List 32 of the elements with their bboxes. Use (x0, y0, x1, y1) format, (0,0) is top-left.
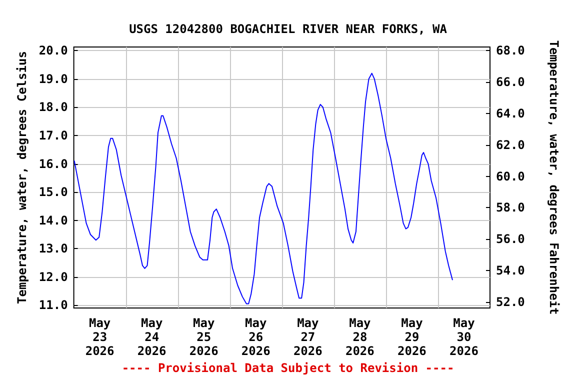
y-tick-label: 18.0 (38, 100, 68, 114)
y2-tick-label: 64.0 (496, 106, 525, 120)
y2-tick-label: 52.0 (496, 295, 525, 310)
y-tick-label: 15.0 (38, 185, 68, 200)
y-tick-label: 11.0 (38, 298, 68, 312)
y-tick-label: 12.0 (38, 270, 68, 284)
chart-title: USGS 12042800 BOGACHIEL RIVER NEAR FORKS, WA (129, 22, 448, 36)
y2-tick-label: 56.0 (496, 232, 525, 246)
y-tick-label: 17.0 (38, 128, 68, 143)
x-tick-label: May 29 2026 (398, 316, 426, 358)
y2-tick-label: 58.0 (496, 200, 525, 215)
x-tick-label: May 27 2026 (293, 316, 322, 358)
line-series (74, 72, 453, 304)
x-tick-label: May 25 2026 (189, 316, 218, 358)
y-axis-title: Temperature, water, degrees Celsius (15, 51, 29, 304)
x-tick-label: May 26 2026 (241, 316, 270, 358)
y2-tick-label: 62.0 (496, 138, 525, 152)
x-tick-label: May 23 2026 (85, 316, 114, 358)
x-tick-label: May 24 2026 (137, 316, 166, 358)
y2-tick-label: 66.0 (496, 75, 525, 90)
y2-tick-label: 60.0 (496, 169, 525, 184)
y-tick-label: 14.0 (38, 213, 68, 228)
text: ---- Provisional Data Subject to Revision ---- (122, 361, 454, 375)
y-tick-label: 13.0 (38, 242, 68, 256)
y2-tick-label: 68.0 (496, 44, 525, 58)
y2-axis-title: Temperature, water, degrees Fahrenheit (547, 40, 561, 315)
x-tick-label: May 28 2026 (345, 316, 374, 358)
y2-tick-label: 54.0 (496, 264, 525, 278)
x-tick-label: May 30 2026 (450, 316, 478, 358)
y-tick-label: 19.0 (38, 72, 68, 86)
y-tick-label: 20.0 (38, 44, 68, 58)
y-tick-label: 16.0 (38, 156, 68, 171)
